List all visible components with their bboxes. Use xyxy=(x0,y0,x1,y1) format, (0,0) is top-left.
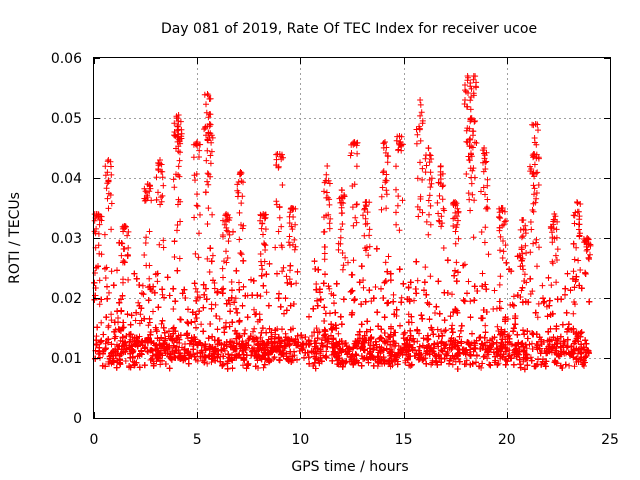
data-point xyxy=(160,237,167,244)
data-point xyxy=(260,364,267,371)
data-point xyxy=(108,317,115,324)
data-point xyxy=(529,288,536,295)
data-point xyxy=(467,298,474,305)
data-point xyxy=(216,315,223,322)
data-point xyxy=(148,355,155,362)
data-point xyxy=(251,306,257,313)
data-point xyxy=(139,282,146,289)
data-point xyxy=(309,333,315,339)
data-point xyxy=(251,325,258,332)
data-point xyxy=(299,334,306,341)
data-point xyxy=(313,281,320,287)
data-point xyxy=(313,325,320,332)
data-point xyxy=(539,282,546,289)
data-point xyxy=(137,311,144,318)
data-point xyxy=(192,356,199,363)
data-point xyxy=(145,322,152,329)
data-point xyxy=(449,361,456,368)
data-point xyxy=(577,267,584,273)
data-point xyxy=(566,362,573,369)
data-point xyxy=(171,254,178,260)
data-point xyxy=(283,273,290,280)
data-point xyxy=(485,251,492,258)
data-point xyxy=(385,361,392,368)
data-point xyxy=(494,323,501,330)
data-point xyxy=(427,273,434,280)
data-point xyxy=(280,264,287,271)
data-point xyxy=(527,354,534,361)
data-point xyxy=(170,324,177,331)
data-point xyxy=(263,289,270,296)
data-point xyxy=(465,278,472,285)
data-point xyxy=(414,338,421,345)
data-point xyxy=(250,328,256,335)
data-point xyxy=(272,244,279,251)
data-point xyxy=(479,270,486,277)
data-point xyxy=(340,262,347,269)
data-point xyxy=(211,285,218,292)
data-point xyxy=(434,326,441,333)
data-point xyxy=(105,322,112,329)
data-point xyxy=(335,330,342,337)
data-point xyxy=(571,363,578,370)
data-point xyxy=(390,291,397,298)
data-point xyxy=(132,317,139,324)
data-point xyxy=(449,291,455,298)
data-point xyxy=(496,281,503,288)
data-point xyxy=(391,343,397,350)
data-point xyxy=(239,338,246,345)
data-point xyxy=(170,306,177,312)
data-point xyxy=(146,275,153,282)
data-point xyxy=(326,285,333,292)
data-point xyxy=(257,334,264,341)
data-point xyxy=(345,259,351,266)
data-point xyxy=(570,310,577,317)
data-point xyxy=(122,358,129,364)
data-point xyxy=(218,286,225,293)
data-point xyxy=(159,291,166,298)
grid xyxy=(94,58,610,418)
data-point xyxy=(510,293,517,300)
data-point xyxy=(106,289,112,296)
data-point xyxy=(323,348,330,355)
data-point xyxy=(228,279,235,285)
data-point xyxy=(158,320,165,327)
data-point xyxy=(535,300,542,307)
data-point xyxy=(198,321,205,328)
chart-title: Day 081 of 2019, Rate Of TEC Index for r… xyxy=(161,21,537,37)
data-point xyxy=(463,357,470,364)
data-point xyxy=(96,301,103,308)
data-point xyxy=(212,301,219,308)
data-point xyxy=(293,280,300,287)
data-point xyxy=(548,282,555,289)
data-point xyxy=(482,322,489,329)
data-point xyxy=(499,255,506,261)
data-point xyxy=(227,301,234,308)
data-point xyxy=(108,311,115,318)
data-points xyxy=(91,73,594,373)
data-point xyxy=(390,332,397,339)
data-point xyxy=(414,277,421,284)
data-point xyxy=(253,310,260,317)
data-point xyxy=(527,291,534,297)
data-point xyxy=(257,293,264,300)
data-point xyxy=(98,319,105,326)
data-point xyxy=(534,314,541,321)
data-point xyxy=(135,299,142,306)
data-point xyxy=(242,327,249,333)
